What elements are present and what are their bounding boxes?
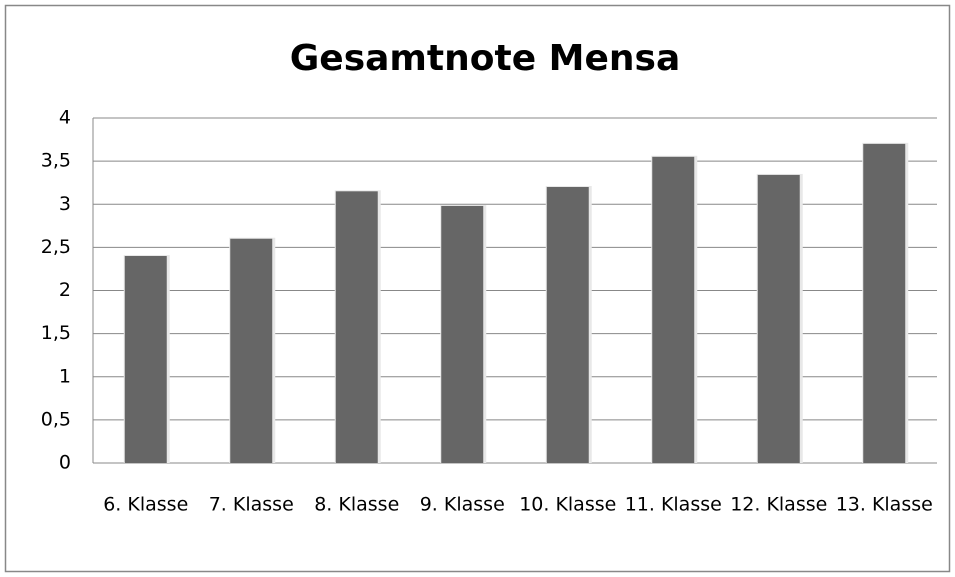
bar — [335, 191, 378, 463]
bar — [230, 238, 273, 463]
y-tick-label: 1,5 — [41, 322, 71, 344]
y-tick-label: 4 — [59, 107, 71, 129]
x-tick-label: 10. Klasse — [519, 494, 616, 516]
bar — [757, 174, 800, 464]
y-tick-label: 0,5 — [41, 408, 71, 430]
y-tick-label: 3,5 — [41, 150, 71, 172]
bar — [652, 156, 695, 463]
x-tick-label: 13. Klasse — [836, 494, 933, 516]
y-tick-label: 2 — [59, 279, 71, 301]
y-tick-label: 1 — [59, 365, 71, 387]
x-tick-label: 11. Klasse — [625, 494, 722, 516]
x-tick-label: 7. Klasse — [209, 494, 294, 516]
x-tick-label: 9. Klasse — [420, 494, 505, 516]
bar — [546, 187, 589, 463]
x-tick-label: 12. Klasse — [730, 494, 827, 516]
x-tick-label: 8. Klasse — [314, 494, 399, 516]
x-tick-label: 6. Klasse — [103, 494, 188, 516]
bar — [441, 205, 484, 463]
y-tick-label: 3 — [59, 193, 71, 215]
y-tick-label: 2,5 — [41, 236, 71, 258]
y-tick-label: 0 — [59, 452, 71, 474]
bar — [124, 256, 167, 463]
chart-title: Gesamtnote Mensa — [290, 38, 681, 79]
bar — [863, 143, 906, 463]
